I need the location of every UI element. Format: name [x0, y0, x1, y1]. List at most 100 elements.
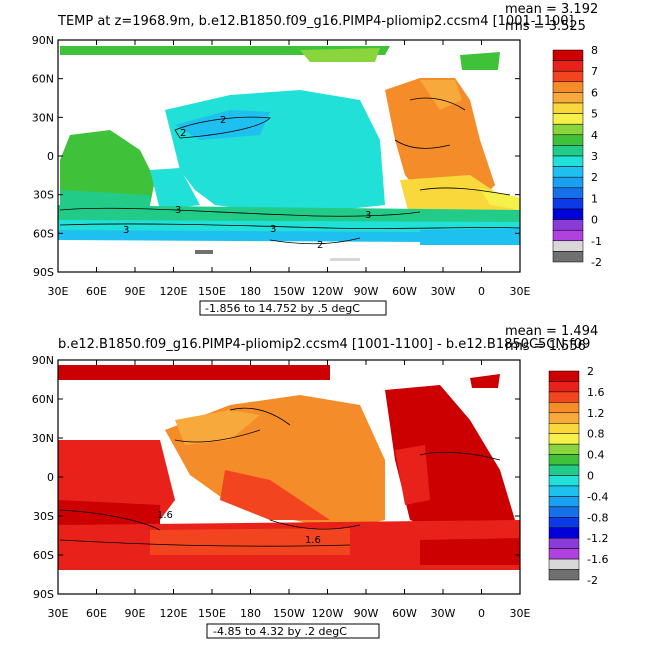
colorbar-swatch	[552, 145, 584, 157]
lon-tick-label: 0	[478, 607, 485, 620]
lon-tick-label: 120E	[160, 607, 188, 620]
colorbar-swatch	[548, 464, 580, 476]
colorbar-swatch	[552, 81, 584, 93]
colorbar-swatch	[552, 155, 584, 167]
panel-1-contour-label: 2	[180, 128, 186, 139]
lon-tick-label: 30E	[48, 607, 69, 620]
lat-tick-label: 0	[47, 471, 54, 484]
lon-tick-label: 150W	[273, 285, 305, 298]
lat-tick-label: 60N	[32, 393, 54, 406]
panel-1: TEMP at z=1968.9m, b.e12.B1850.f09_g16.P…	[32, 2, 602, 316]
colorbar-swatch	[552, 219, 584, 231]
colorbar-label: 3	[591, 150, 598, 163]
lon-tick-label: 150E	[198, 285, 226, 298]
colorbar-swatch	[548, 496, 580, 508]
colorbar-swatch	[552, 92, 584, 104]
colorbar-label: 0	[587, 470, 594, 483]
colorbar-swatch	[548, 569, 580, 581]
panel-2-lon-axis: 30E 60E 90E 120E 150E 180 150W 120W 90W 60W 30W 0 30…	[48, 360, 531, 620]
lon-tick-label: 60E	[86, 607, 107, 620]
lon-tick-label: 60E	[86, 285, 107, 298]
lat-tick-label: 90N	[32, 34, 54, 47]
lon-tick-label: 120E	[160, 285, 188, 298]
lon-tick-label: 180	[240, 607, 261, 620]
panel-1-range-box	[199, 300, 387, 316]
colorbar-swatch	[552, 113, 584, 125]
colorbar-swatch	[552, 123, 584, 136]
lon-tick-label: 60W	[392, 285, 417, 298]
colorbar-label: 2	[587, 365, 594, 378]
colorbar-swatch	[552, 198, 584, 210]
lat-tick-label: 60S	[33, 549, 54, 562]
colorbar-swatch	[552, 187, 584, 199]
lon-tick-label: 150E	[198, 607, 226, 620]
colorbar-swatch	[552, 166, 584, 178]
panel-2: b.e12.B1850.f09_g16.PIMP4-pliomip2.ccsm4…	[32, 324, 608, 639]
colorbar-swatch	[552, 240, 584, 252]
panel-1-title: TEMP at z=1968.9m, b.e12.B1850.f09_g16.P…	[57, 14, 574, 29]
colorbar-label: 8	[591, 44, 598, 57]
colorbar-swatch	[548, 475, 580, 487]
lat-tick-label: 30N	[32, 432, 54, 445]
colorbar-swatch	[548, 412, 580, 424]
lon-tick-label: 0	[478, 285, 485, 298]
colorbar-swatch	[548, 506, 580, 518]
panel-2-range-box	[206, 623, 380, 639]
colorbar-swatch	[548, 527, 580, 539]
colorbar-swatch	[548, 548, 580, 560]
panel-1-contour-label: 3	[365, 210, 371, 221]
panel-1-contour-label: 3	[175, 205, 181, 216]
lon-tick-label: 30E	[48, 285, 69, 298]
panel-1-mean: mean = 3.192	[505, 2, 598, 17]
colorbar-label: -2	[591, 256, 602, 269]
lat-tick-label: 30N	[32, 111, 54, 124]
lon-tick-label: 90W	[354, 285, 379, 298]
colorbar-label: 6	[591, 86, 598, 99]
colorbar-label: 0.8	[587, 428, 605, 441]
lon-tick-label: 150W	[273, 607, 305, 620]
lon-tick-label: 180	[240, 285, 261, 298]
colorbar-swatch	[548, 537, 580, 549]
panel-2-range-label: -4.85 to 4.32 by .2 degC	[213, 625, 347, 638]
panel-1-contour-label: 3	[123, 225, 129, 236]
colorbar-label: -0.8	[587, 511, 608, 524]
lon-tick-label: 60W	[392, 607, 417, 620]
colorbar-swatch	[548, 443, 580, 455]
lon-tick-label: 90E	[125, 285, 146, 298]
colorbar-swatch	[552, 60, 584, 72]
lat-tick-label: 60S	[33, 227, 54, 240]
colorbar-label: 1.6	[587, 386, 605, 399]
panel-1-range-label: -1.856 to 14.752 by .5 degC	[205, 302, 360, 315]
colorbar-swatch	[552, 102, 584, 114]
colorbar-swatch	[552, 134, 584, 146]
colorbar-swatch	[548, 391, 580, 403]
colorbar-swatch	[548, 517, 580, 528]
lat-tick-label: 90S	[33, 266, 54, 279]
colorbar-swatch	[552, 229, 584, 242]
colorbar-swatch	[548, 558, 580, 570]
lat-tick-label: 90S	[33, 588, 54, 601]
colorbar-swatch	[548, 433, 580, 445]
lon-tick-label: 30W	[431, 285, 456, 298]
colorbar-swatch	[548, 454, 580, 466]
colorbar-swatch	[548, 402, 580, 414]
colorbar-swatch	[552, 176, 584, 189]
colorbar-label: -2	[587, 574, 598, 587]
lon-tick-label: 30E	[510, 607, 531, 620]
colorbar-label: -1	[591, 235, 602, 248]
lat-tick-label: 30S	[33, 189, 54, 202]
colorbar-label: 0	[591, 214, 598, 227]
colorbar-swatch	[548, 370, 580, 382]
panel-2-map: 1.6 1.6	[57, 359, 521, 595]
colorbar-label: 1	[591, 192, 598, 205]
lon-tick-label: 120W	[312, 285, 344, 298]
panel-2-lat-axis: 90N 60N 30N 0 30S 60S 90S	[32, 354, 520, 601]
panel-2-rms: rms = 1.556	[505, 339, 586, 354]
colorbar-label: 5	[591, 108, 598, 121]
colorbar-label: -1.2	[587, 532, 608, 545]
lat-tick-label: 60N	[32, 73, 54, 86]
panel-2-title: b.e12.B1850.f09_g16.PIMP4-pliomip2.ccsm4…	[58, 337, 590, 352]
colorbar-swatch	[552, 251, 584, 263]
lon-tick-label: 120W	[312, 607, 344, 620]
colorbar-label: 0.4	[587, 449, 605, 462]
